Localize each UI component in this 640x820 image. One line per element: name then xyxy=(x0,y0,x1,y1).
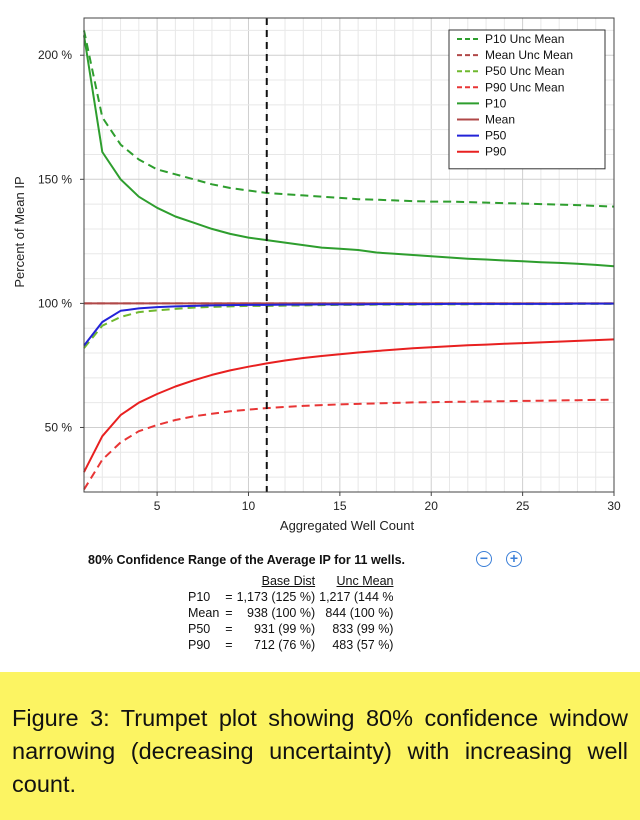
header-eq-spacer xyxy=(223,573,234,589)
row-label: Mean xyxy=(188,606,220,620)
confidence-panel: 80% Confidence Range of the Average IP f… xyxy=(0,545,640,665)
row-base-value: 938 (100 %) xyxy=(247,606,316,620)
series-line-6 xyxy=(83,302,614,347)
series-line-4 xyxy=(83,35,615,268)
row-eq: = xyxy=(225,606,233,620)
series-line-7 xyxy=(83,338,615,473)
plot-frame xyxy=(83,17,615,493)
header-label-spacer xyxy=(186,573,223,589)
y-tick-label: 50 % xyxy=(45,420,73,434)
row-base-value: 931 (99 %) xyxy=(253,622,316,636)
row-unc-value: 483 (57 %) xyxy=(332,638,394,652)
row-unc-value: 844 (100 %) xyxy=(325,606,394,620)
table-row: Mean = 938 (100 %) 844 (100 %) xyxy=(186,605,395,621)
header-unc-mean: Unc Mean xyxy=(336,574,394,588)
y-tick-label: 100 % xyxy=(38,296,72,310)
legend-label: P10 xyxy=(485,96,507,110)
x-tick-label: 30 xyxy=(607,499,621,513)
series-line-0 xyxy=(83,30,615,208)
series-line-3 xyxy=(83,398,615,491)
minus-icon: − xyxy=(479,550,489,566)
y-tick-label: 150 % xyxy=(38,172,72,186)
row-eq: = xyxy=(225,622,233,636)
row-unc-value: 1,217 (144 % xyxy=(319,590,394,604)
row-base-value: 1,173 (125 %) xyxy=(236,590,316,604)
table-row: P10 = 1,173 (125 %) 1,217 (144 % xyxy=(186,589,395,605)
chart-legend: P10 Unc Mean Mean Unc Mean P50 Unc Mean P90… xyxy=(448,29,606,170)
x-axis-ticks: 5 10 15 20 25 30 xyxy=(154,492,621,513)
plus-icon: + xyxy=(509,550,519,566)
x-tick-label: 20 xyxy=(425,499,439,513)
row-label: P90 xyxy=(188,638,211,652)
x-tick-label: 25 xyxy=(516,499,530,513)
legend-label: P90 Unc Mean xyxy=(485,80,564,94)
table-row: P50 = 931 (99 %) 833 (99 %) xyxy=(186,621,395,637)
figure-caption: Figure 3: Trumpet plot showing 80% confi… xyxy=(0,672,640,820)
zoom-out-button[interactable]: − xyxy=(476,551,492,567)
legend-label: Mean Unc Mean xyxy=(485,48,573,62)
legend-box xyxy=(448,29,606,170)
row-eq: = xyxy=(225,638,233,652)
legend-label: Mean xyxy=(485,113,515,127)
x-tick-label: 15 xyxy=(333,499,347,513)
legend-label: P10 Unc Mean xyxy=(485,32,564,46)
header-base-dist: Base Dist xyxy=(261,574,316,588)
row-label: P50 xyxy=(188,622,211,636)
trumpet-chart: 5 10 15 20 25 30 50 % 100 % 150 % 200 % Aggregat… xyxy=(12,17,621,533)
y-axis-title: Percent of Mean IP xyxy=(12,176,27,287)
table-row: P90 = 712 (76 %) 483 (57 %) xyxy=(186,637,395,653)
row-unc-value: 833 (99 %) xyxy=(332,622,394,636)
legend-label: P50 xyxy=(485,129,507,143)
y-tick-label: 200 % xyxy=(38,48,72,62)
x-tick-label: 5 xyxy=(154,499,161,513)
row-base-value: 712 (76 %) xyxy=(253,638,316,652)
legend-label: P50 Unc Mean xyxy=(485,64,564,78)
x-tick-label: 10 xyxy=(242,499,256,513)
row-label: P10 xyxy=(188,590,211,604)
legend-label: P90 xyxy=(485,145,507,159)
row-eq: = xyxy=(225,590,233,604)
y-axis-ticks: 50 % 100 % 150 % 200 % xyxy=(38,48,84,434)
table-header-row: Base Dist Unc Mean xyxy=(186,573,395,589)
zoom-in-button[interactable]: + xyxy=(506,551,522,567)
confidence-title: 80% Confidence Range of the Average IP f… xyxy=(88,553,405,567)
x-axis-title: Aggregated Well Count xyxy=(280,518,415,533)
series-lines xyxy=(83,30,615,491)
confidence-table: Base Dist Unc Mean P10 = 1,173 (125 %) 1… xyxy=(186,573,395,653)
